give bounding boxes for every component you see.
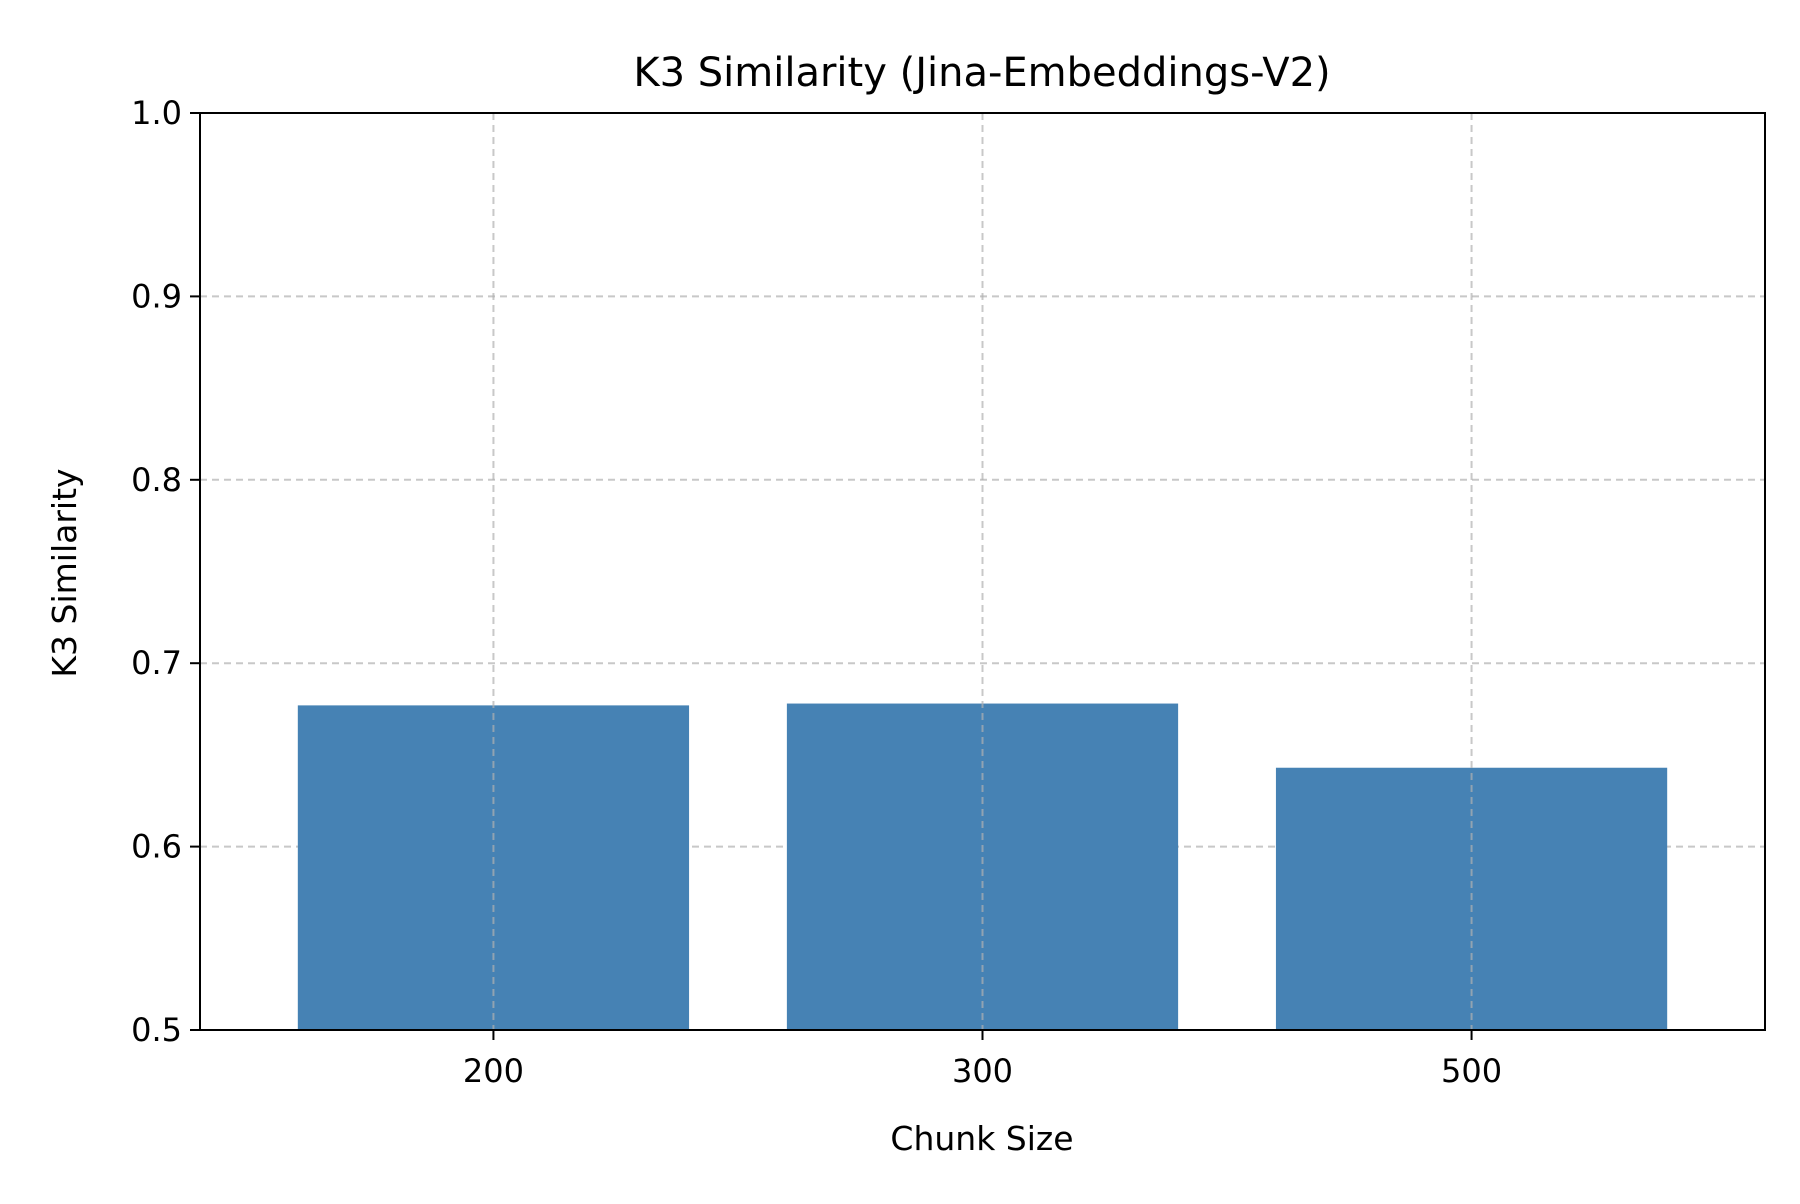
x-grid-lines	[492, 113, 1473, 1030]
y-tick-label: 0.9	[131, 277, 182, 315]
x-axis-label: Chunk Size	[890, 1119, 1073, 1158]
x-tick-label: 500	[1441, 1052, 1502, 1090]
x-tick-label: 200	[463, 1052, 524, 1090]
y-tick-label: 0.5	[131, 1011, 182, 1049]
bar-200	[297, 705, 690, 1030]
y-tick-label: 0.8	[131, 461, 182, 499]
y-tick-label: 0.6	[131, 828, 182, 866]
x-axis-ticks: 200 300 500	[463, 1030, 1502, 1090]
y-axis-label: K3 Similarity	[45, 468, 84, 677]
y-axis-ticks: 0.5 0.6 0.7 0.8 0.9 1.0	[131, 94, 200, 1049]
y-tick-label: 1.0	[131, 94, 182, 132]
chart-title: K3 Similarity (Jina-Embeddings-V2)	[633, 50, 1330, 96]
y-tick-label: 0.7	[131, 644, 182, 682]
x-tick-label: 300	[952, 1052, 1013, 1090]
bar-300	[786, 703, 1179, 1030]
